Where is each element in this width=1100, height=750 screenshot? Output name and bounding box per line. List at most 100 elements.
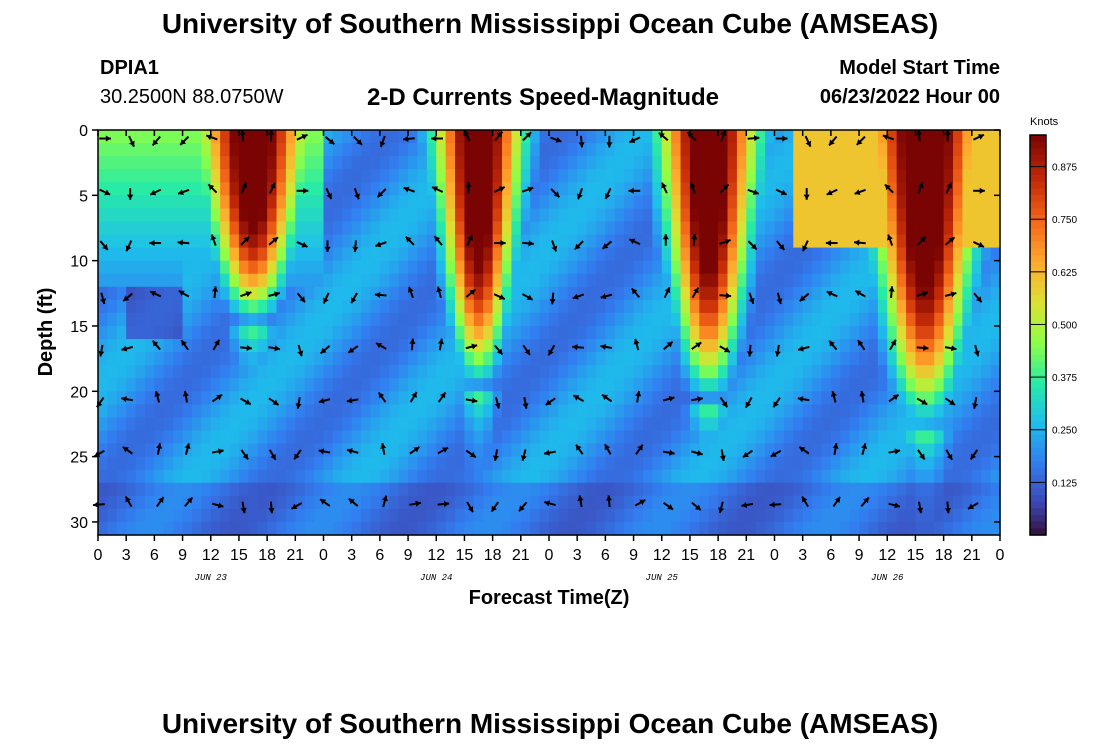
arrow-head [577,495,584,502]
heatmap-cell [436,430,447,445]
heatmap-cell [652,286,663,301]
heatmap-cell [821,286,832,301]
heatmap-cell [915,417,926,432]
heatmap-cell [642,430,653,445]
heatmap-cell [990,273,1001,288]
heatmap-cell [248,521,259,536]
arrow-head [439,392,446,399]
heatmap-cell [896,430,907,445]
heatmap-cell [849,247,860,262]
heatmap-cell [953,286,964,301]
heatmap-cell [783,156,794,170]
heatmap-cell [558,508,569,523]
arrow-head [894,502,900,509]
arrow-head [741,501,748,509]
heatmap-cell [417,312,428,327]
heatmap-cell [464,247,475,262]
heatmap-cell [943,417,954,432]
heatmap-cell [896,299,907,314]
heatmap-cell [934,378,945,392]
heatmap-cell [558,352,569,366]
heatmap-cell [962,221,973,236]
heatmap-cell [304,234,315,249]
heatmap-cell [859,286,870,301]
heatmap-cell [530,286,541,301]
heatmap-cell [765,195,776,209]
arrow-head [125,496,131,503]
heatmap-cell [943,247,954,262]
current-arrow [465,343,478,350]
heatmap-cell [849,456,860,471]
heatmap-cell [502,365,513,379]
heatmap-cell [567,378,578,392]
heatmap-cell [558,443,569,458]
heatmap-cell [774,378,785,392]
heatmap-cell [859,404,870,419]
heatmap-cell [802,391,813,405]
heatmap-cell [107,430,118,445]
heatmap-cell [455,169,466,183]
heatmap-cell [821,299,832,314]
heatmap-cell [492,482,503,497]
heatmap-cell [708,521,719,536]
heatmap-cell [502,182,513,196]
current-arrow [662,501,674,511]
heatmap-cell [417,417,428,432]
heatmap-cell [727,247,738,262]
heatmap-cell [267,299,278,314]
heatmap-cell [887,430,898,445]
heatmap-cell [144,208,155,223]
heatmap-cell [370,221,381,236]
heatmap-cell [783,221,794,236]
heatmap-cell [953,417,964,432]
heatmap-cell [389,365,400,379]
heatmap-cell [116,339,127,353]
current-arrow [916,235,927,246]
heatmap-cell [361,325,372,340]
heatmap-cell [511,221,522,236]
heatmap-cell [821,247,832,262]
current-arrow [545,397,556,406]
heatmap-cell [417,430,428,445]
heatmap-cell [464,430,475,445]
heatmap-cell [229,430,240,445]
heatmap-cell [304,182,315,196]
heatmap-cell [126,195,137,209]
heatmap-cell [417,378,428,392]
heatmap-cell [755,443,766,458]
arrow-head [826,290,833,297]
heatmap-cell [389,443,400,458]
heatmap-cell [567,456,578,471]
heatmap-cell [990,365,1001,379]
heatmap-cell [718,456,729,471]
heatmap-cell [962,195,973,209]
heatmap-cell [455,404,466,419]
colorbar-segment [1030,155,1046,163]
heatmap-cell [182,221,193,236]
heatmap-cell [276,130,287,144]
heatmap-cell [436,352,447,366]
heatmap-cell [276,495,287,510]
heatmap-cell [379,195,390,209]
colorbar-tick-label: 0.750 [1052,215,1077,226]
heatmap-cell [98,378,108,392]
heatmap-cell [107,443,118,458]
heatmap-cell [595,169,606,183]
heatmap-cell [229,378,240,392]
arrow-head [98,350,105,357]
heatmap-cell [408,417,419,432]
heatmap-cell [783,260,794,275]
heatmap-cell [530,247,541,262]
heatmap-cell [539,456,550,471]
heatmap-cell [868,247,879,262]
heatmap-cell [689,169,700,183]
heatmap-cell [257,391,268,405]
arrow-head [246,344,252,351]
heatmap-cell [342,482,353,497]
heatmap-cell [295,247,306,262]
colorbar-frame [1029,134,1047,536]
heatmap-cell [492,273,503,288]
x-tick-label: 0 [770,547,779,564]
heatmap-cell [971,508,982,523]
heatmap-cell [502,443,513,458]
